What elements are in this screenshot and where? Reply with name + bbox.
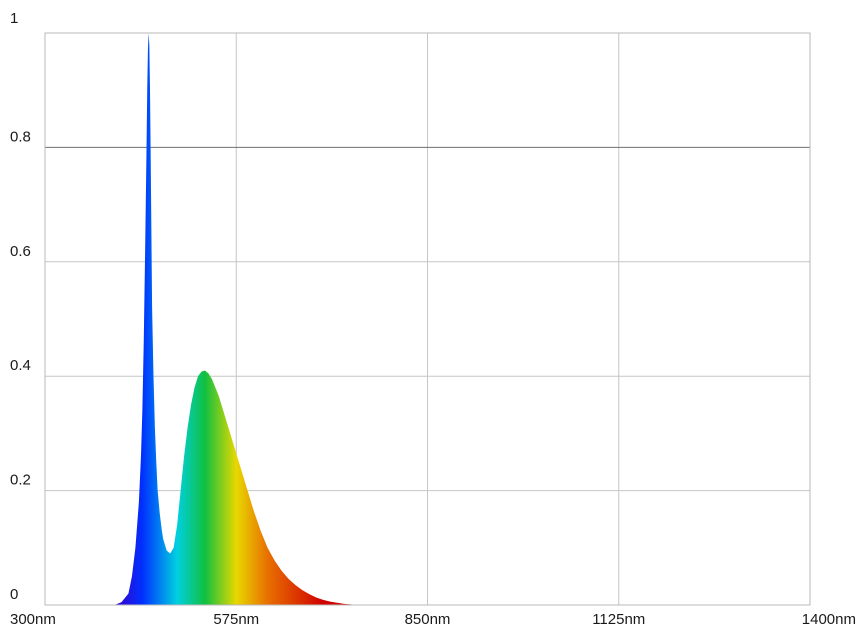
y-tick-label: 0.6 [10,243,31,260]
grid [45,33,810,605]
spectrum-area-series [114,33,355,605]
y-tick-label: 0.8 [10,128,31,145]
spectrum-area-layer [114,33,355,605]
y-tick-label: 1 [10,10,18,27]
y-axis-ticks: 0 0.2 0.4 0.6 0.8 1 [10,10,31,603]
x-tick-label: 575nm [213,611,259,628]
y-tick-label: 0 [10,586,18,603]
plot-frame-layer [44,32,811,606]
y-tick-label: 0.2 [10,472,31,489]
x-axis-ticks: 300nm 575nm 850nm 1125nm 1400nm [10,611,856,628]
y-tick-label: 0.4 [10,357,31,374]
x-tick-label: 1125nm [592,611,645,628]
plot-frame [44,32,811,606]
x-tick-label: 850nm [405,611,451,628]
x-tick-label: 1400nm [802,611,856,628]
x-tick-label: 300nm [10,611,56,628]
